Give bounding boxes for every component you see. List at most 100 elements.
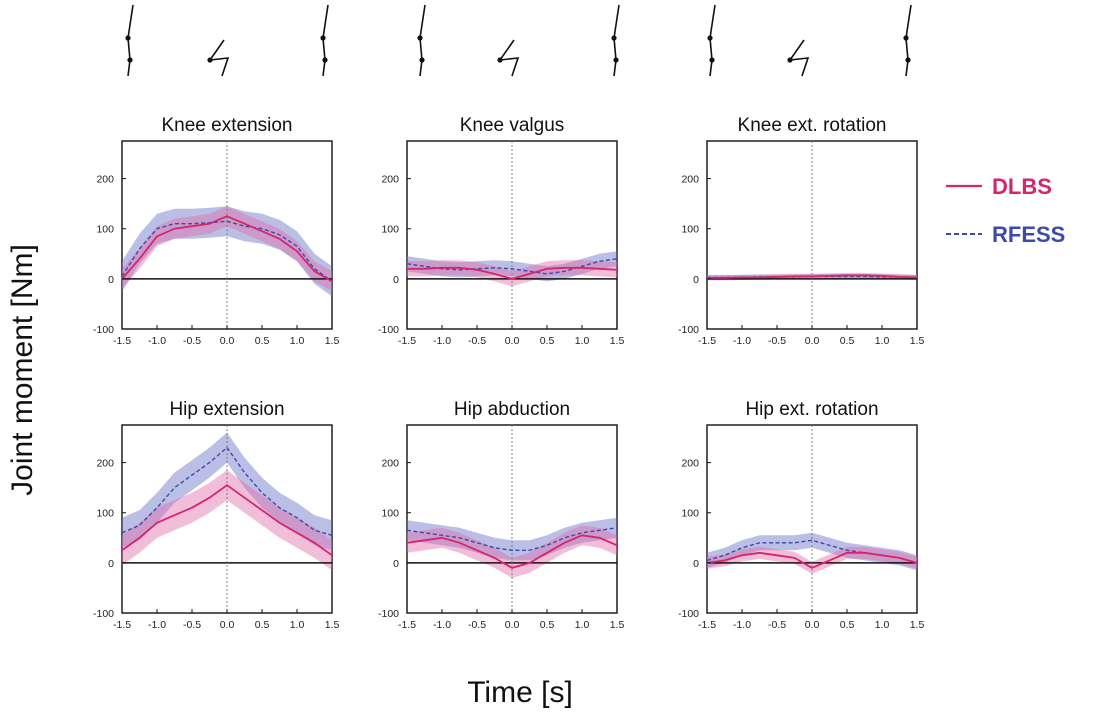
x-tick-label: 1.5 [610, 335, 625, 347]
x-tick-label: -1.0 [433, 619, 451, 631]
knee-joint-dot [613, 57, 619, 63]
dlbs-mean-line [407, 266, 618, 280]
chart-panel: Knee extension -100 0 100 200 -1.5 -1.0 -0.5 0.0… [93, 115, 339, 347]
legend-rfess-label: RFESS [992, 222, 1065, 247]
x-tick-label: -1.0 [433, 335, 451, 347]
knee-joint-dot [709, 57, 715, 63]
dlbs-mean-line [121, 215, 333, 283]
x-tick-label: -1.0 [733, 619, 751, 631]
hip-joint-dot [903, 35, 909, 41]
y-tick-label: 0 [393, 558, 399, 570]
knee-joint-dot [127, 57, 133, 63]
y-tick-label: 0 [393, 274, 399, 286]
x-tick-label: -0.5 [468, 335, 486, 347]
knee-joint-dot [322, 57, 328, 63]
x-tick-label: 0.5 [540, 335, 555, 347]
panel-title: Hip extension [169, 399, 284, 420]
rfess-sd-band [122, 432, 332, 551]
x-tick-label: 1.5 [325, 335, 340, 347]
pose-sketches [125, 4, 912, 77]
hip-joint-dot [707, 35, 713, 41]
x-tick-label: 1.0 [290, 335, 305, 347]
hip-joint-dot [125, 35, 131, 41]
x-tick-label: -0.5 [468, 619, 486, 631]
x-tick-label: -1.5 [698, 619, 716, 631]
hip-joint-dot [787, 57, 793, 63]
rfess-mean-line [121, 220, 333, 282]
x-tick-label: 1.5 [610, 619, 625, 631]
legend-dlbs-label: DLBS [992, 174, 1052, 199]
x-axis-label: Time [s] [467, 676, 573, 709]
y-tick-label: 0 [108, 274, 114, 286]
x-tick-label: 1.5 [910, 335, 925, 347]
y-tick-label: -100 [93, 608, 114, 620]
x-tick-label: 0.5 [255, 335, 270, 347]
standing-pose-sketch [613, 4, 620, 77]
squat-pose-sketch [498, 39, 520, 77]
standing-pose-sketch [709, 4, 716, 77]
y-tick-label: 100 [381, 224, 399, 236]
y-tick-label: 200 [96, 174, 114, 186]
standing-pose-sketch [127, 4, 134, 77]
x-tick-label: 0.0 [805, 619, 820, 631]
y-tick-label: 200 [681, 458, 699, 470]
x-tick-label: 0.0 [505, 619, 520, 631]
hip-joint-dot [417, 35, 423, 41]
hip-joint-dot [320, 35, 326, 41]
knee-joint-dot [905, 57, 911, 63]
y-tick-label: 100 [96, 508, 114, 520]
x-tick-label: 0.0 [805, 335, 820, 347]
panel-title: Knee extension [162, 115, 293, 136]
y-tick-label: -100 [378, 324, 399, 336]
panel-title: Hip abduction [454, 399, 570, 420]
squat-pose-sketch [208, 39, 230, 77]
panel-title: Knee ext. rotation [738, 115, 887, 136]
panel-title: Knee valgus [460, 115, 565, 136]
x-tick-label: 0.0 [220, 619, 235, 631]
y-axis-label: Joint moment [Nm] [6, 244, 39, 496]
x-tick-label: 1.0 [875, 619, 890, 631]
dlbs-mean-line [406, 534, 618, 569]
chart-panel: Hip abduction -100 0 100 200 -1.5 -1.0 -0.5 0.0 0… [378, 399, 624, 631]
hip-joint-dot [497, 57, 503, 63]
rfess-sd-band [407, 517, 617, 561]
chart-panel: Hip ext. rotation -100 0 100 200 -1.5 -1.0 -0.5… [678, 399, 924, 631]
y-tick-label: 0 [693, 274, 699, 286]
panel-title: Hip ext. rotation [745, 399, 878, 420]
dlbs-mean-line [706, 551, 918, 569]
y-tick-label: 0 [693, 558, 699, 570]
chart-panel: Knee ext. rotation -100 0 100 200 -1.5 -1.0 -0.… [678, 115, 924, 347]
x-tick-label: -1.0 [148, 619, 166, 631]
y-tick-label: 100 [96, 224, 114, 236]
x-tick-label: -1.5 [698, 335, 716, 347]
hip-joint-dot [611, 35, 617, 41]
y-tick-label: -100 [678, 608, 699, 620]
x-tick-label: 0.0 [220, 335, 235, 347]
standing-pose-sketch [419, 4, 426, 77]
legend: DLBS RFESS [946, 174, 1065, 247]
dlbs-mean-line [121, 484, 333, 557]
x-tick-label: -0.5 [183, 619, 201, 631]
x-tick-label: 1.5 [325, 619, 340, 631]
x-tick-label: -1.0 [148, 335, 166, 347]
standing-pose-sketch [905, 4, 912, 77]
rfess-mean-line [121, 446, 333, 536]
x-tick-label: 0.5 [840, 335, 855, 347]
x-tick-label: -0.5 [183, 335, 201, 347]
x-tick-label: 1.5 [910, 619, 925, 631]
y-tick-label: 200 [96, 458, 114, 470]
x-tick-label: 0.5 [540, 619, 555, 631]
x-tick-label: -1.5 [398, 335, 416, 347]
y-tick-label: 200 [381, 174, 399, 186]
x-tick-label: -1.5 [398, 619, 416, 631]
y-tick-label: -100 [678, 324, 699, 336]
rfess-mean-line [406, 258, 618, 275]
y-tick-label: 100 [681, 224, 699, 236]
x-tick-label: 1.0 [575, 619, 590, 631]
x-tick-label: -0.5 [768, 619, 786, 631]
x-tick-label: 1.0 [575, 335, 590, 347]
y-tick-label: 200 [381, 458, 399, 470]
y-tick-label: 0 [108, 558, 114, 570]
hip-joint-dot [207, 57, 213, 63]
